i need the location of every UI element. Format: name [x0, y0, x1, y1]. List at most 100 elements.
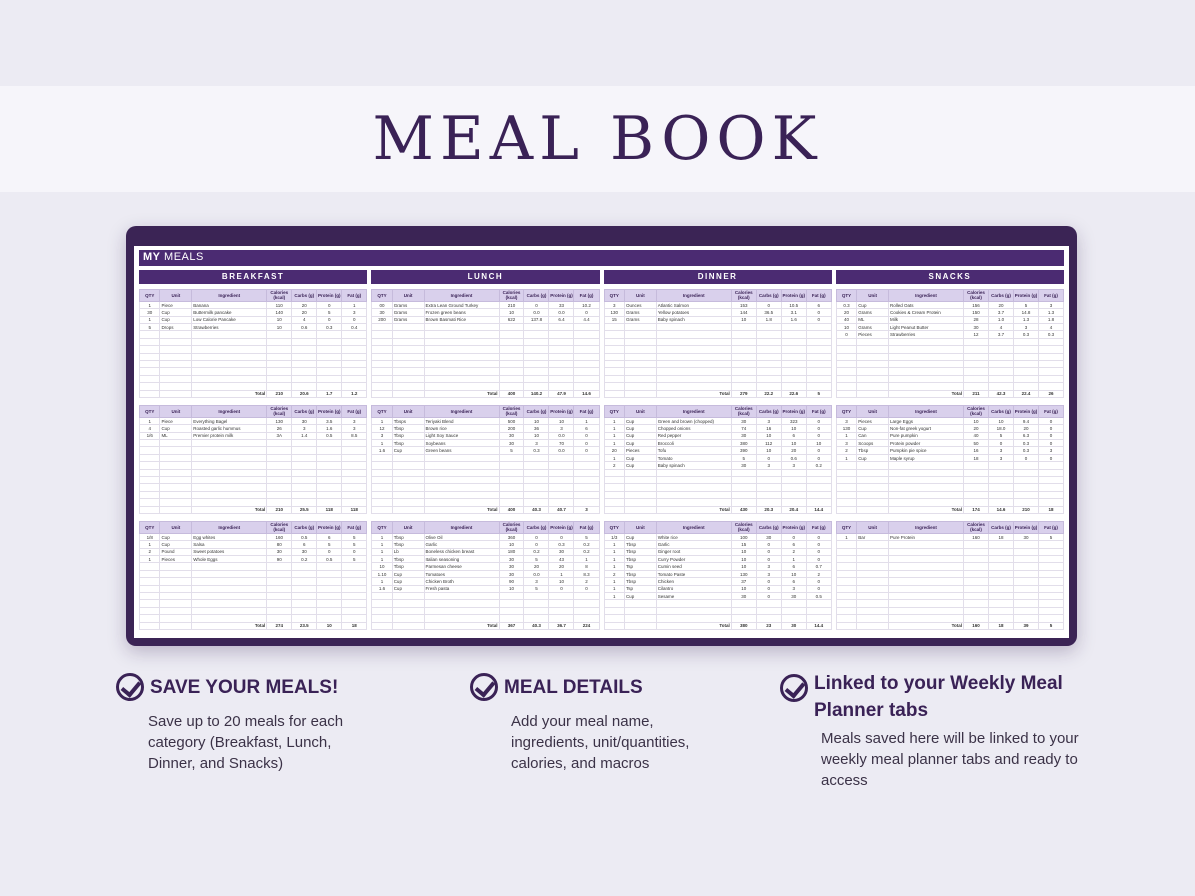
- table-cell[interactable]: 0: [523, 532, 550, 542]
- table-cell[interactable]: 2: [138, 547, 161, 557]
- table-cell[interactable]: 5: [523, 584, 550, 594]
- table-cell[interactable]: 3: [755, 562, 782, 571]
- table-cell[interactable]: 360: [498, 532, 525, 542]
- table-cell[interactable]: Baby spinach: [655, 461, 732, 470]
- table-cell[interactable]: [391, 606, 425, 616]
- table-cell[interactable]: Tomatoes: [423, 569, 500, 579]
- table-cell[interactable]: [856, 461, 889, 470]
- table-cell[interactable]: [963, 562, 989, 571]
- table-cell[interactable]: 1: [371, 439, 393, 448]
- table-cell[interactable]: [987, 352, 1014, 362]
- table-cell[interactable]: [987, 490, 1014, 500]
- table-cell[interactable]: [138, 614, 161, 623]
- table-cell[interactable]: 1.6: [316, 424, 343, 433]
- table-cell[interactable]: [159, 483, 193, 492]
- table-cell[interactable]: 1: [138, 416, 161, 426]
- table-cell[interactable]: [1012, 360, 1039, 369]
- table-cell[interactable]: [341, 490, 368, 500]
- table-cell[interactable]: [805, 367, 832, 376]
- table-cell[interactable]: [191, 562, 268, 571]
- table-cell[interactable]: [498, 374, 525, 384]
- table-cell[interactable]: [316, 461, 343, 470]
- table-cell[interactable]: [730, 352, 757, 362]
- table-cell[interactable]: [1012, 461, 1039, 470]
- table-cell[interactable]: 0.2: [805, 461, 832, 470]
- table-cell[interactable]: [835, 490, 858, 500]
- table-cell[interactable]: [888, 476, 964, 485]
- table-cell[interactable]: 500: [498, 416, 525, 426]
- table-cell[interactable]: Tbsp: [391, 540, 425, 549]
- table-cell[interactable]: [498, 599, 525, 608]
- table-cell[interactable]: [856, 374, 889, 384]
- table-cell[interactable]: [341, 614, 368, 623]
- table-cell[interactable]: [266, 577, 293, 586]
- table-cell[interactable]: [755, 374, 782, 384]
- table-cell[interactable]: [1037, 367, 1065, 376]
- table-cell[interactable]: [498, 453, 525, 463]
- table-cell[interactable]: 50: [963, 439, 989, 448]
- table-cell[interactable]: [805, 345, 832, 354]
- table-cell[interactable]: [391, 374, 425, 384]
- table-cell[interactable]: [523, 337, 550, 347]
- table-cell[interactable]: [963, 592, 989, 601]
- table-cell[interactable]: [138, 439, 161, 448]
- table-cell[interactable]: [573, 606, 600, 616]
- table-cell[interactable]: [856, 540, 889, 549]
- table-cell[interactable]: [159, 606, 193, 616]
- table-cell[interactable]: 0: [805, 547, 832, 557]
- table-cell[interactable]: [730, 468, 757, 478]
- table-cell[interactable]: [291, 606, 318, 616]
- table-cell[interactable]: [548, 468, 575, 478]
- table-cell[interactable]: [856, 352, 889, 362]
- table-cell[interactable]: Chicken Broth: [423, 577, 500, 586]
- table-cell[interactable]: 0.6: [780, 453, 807, 463]
- table-cell[interactable]: [1037, 547, 1065, 557]
- table-cell[interactable]: [835, 483, 858, 492]
- table-cell[interactable]: [835, 345, 858, 354]
- table-cell[interactable]: 20: [780, 446, 807, 455]
- table-cell[interactable]: [291, 498, 318, 507]
- table-cell[interactable]: [341, 606, 368, 616]
- table-cell[interactable]: [755, 468, 782, 478]
- table-cell[interactable]: [159, 374, 193, 384]
- table-cell[interactable]: [316, 360, 343, 369]
- table-cell[interactable]: [856, 584, 889, 594]
- table-cell[interactable]: [780, 490, 807, 500]
- table-cell[interactable]: [266, 345, 293, 354]
- table-cell[interactable]: 2: [573, 577, 600, 586]
- table-cell[interactable]: [1037, 345, 1065, 354]
- table-cell[interactable]: [623, 476, 657, 485]
- table-cell[interactable]: [963, 374, 989, 384]
- table-cell[interactable]: [371, 345, 393, 354]
- table-cell[interactable]: [371, 382, 393, 391]
- table-cell[interactable]: [1012, 468, 1039, 478]
- table-cell[interactable]: 180: [498, 547, 525, 557]
- table-cell[interactable]: [1012, 498, 1039, 507]
- table-cell[interactable]: [159, 439, 193, 448]
- table-cell[interactable]: [391, 330, 425, 339]
- table-cell[interactable]: [391, 382, 425, 391]
- table-cell[interactable]: Tsp: [623, 584, 657, 594]
- table-cell[interactable]: [316, 614, 343, 623]
- table-cell[interactable]: 1: [603, 540, 625, 549]
- table-cell[interactable]: [987, 498, 1014, 507]
- table-cell[interactable]: 1: [835, 453, 858, 463]
- table-cell[interactable]: [291, 360, 318, 369]
- table-cell[interactable]: [730, 323, 757, 332]
- table-cell[interactable]: 0: [805, 540, 832, 549]
- table-cell[interactable]: 0.2: [573, 540, 600, 549]
- table-cell[interactable]: 1: [780, 555, 807, 564]
- table-cell[interactable]: 28: [963, 315, 989, 325]
- table-cell[interactable]: 144: [730, 308, 757, 317]
- table-cell[interactable]: [730, 498, 757, 507]
- table-cell[interactable]: [191, 367, 268, 376]
- table-cell[interactable]: Tomato: [655, 453, 732, 463]
- table-cell[interactable]: [835, 461, 858, 470]
- table-cell[interactable]: [391, 345, 425, 354]
- table-cell[interactable]: [856, 547, 889, 557]
- table-cell[interactable]: [159, 367, 193, 376]
- table-cell[interactable]: [341, 599, 368, 608]
- table-cell[interactable]: [1037, 490, 1065, 500]
- table-cell[interactable]: 1: [603, 431, 625, 441]
- table-cell[interactable]: [341, 352, 368, 362]
